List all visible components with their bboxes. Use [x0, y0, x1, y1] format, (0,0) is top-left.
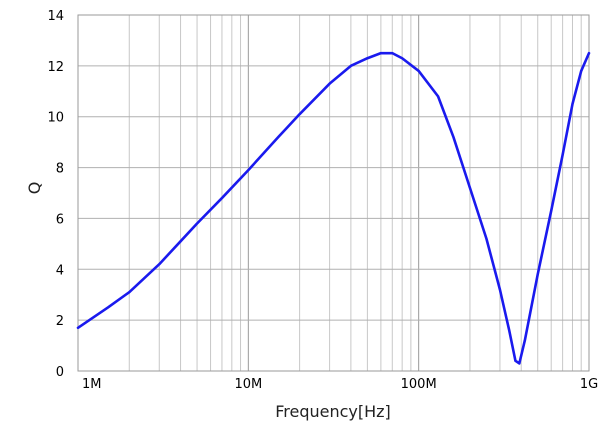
- x-axis-ticks: 1M 10M 100M 1G: [82, 377, 598, 392]
- y-tick-label: 4: [56, 263, 64, 278]
- y-tick-label: 10: [47, 111, 64, 126]
- q-series-line: [76, 51, 591, 365]
- x-tick-label: 1G: [580, 377, 598, 392]
- y-tick-label: 0: [56, 365, 64, 380]
- y-tick-label: 6: [56, 212, 64, 227]
- y-tick-label: 12: [47, 60, 64, 75]
- series-layer: [76, 51, 591, 365]
- y-axis-ticks: 0 2 4 6 8 10 12 14: [47, 9, 64, 380]
- x-axis-label: Frequency[Hz]: [275, 402, 391, 421]
- plot-background: [78, 15, 589, 371]
- y-tick-label: 8: [56, 162, 64, 177]
- y-axis-label: Q: [25, 182, 44, 195]
- x-tick-label: 100M: [401, 377, 437, 392]
- y-tick-label: 2: [56, 314, 64, 329]
- y-tick-label: 14: [47, 9, 64, 24]
- x-tick-label: 10M: [234, 377, 262, 392]
- x-tick-label: 1M: [82, 377, 102, 392]
- plot-frame: [77, 14, 590, 372]
